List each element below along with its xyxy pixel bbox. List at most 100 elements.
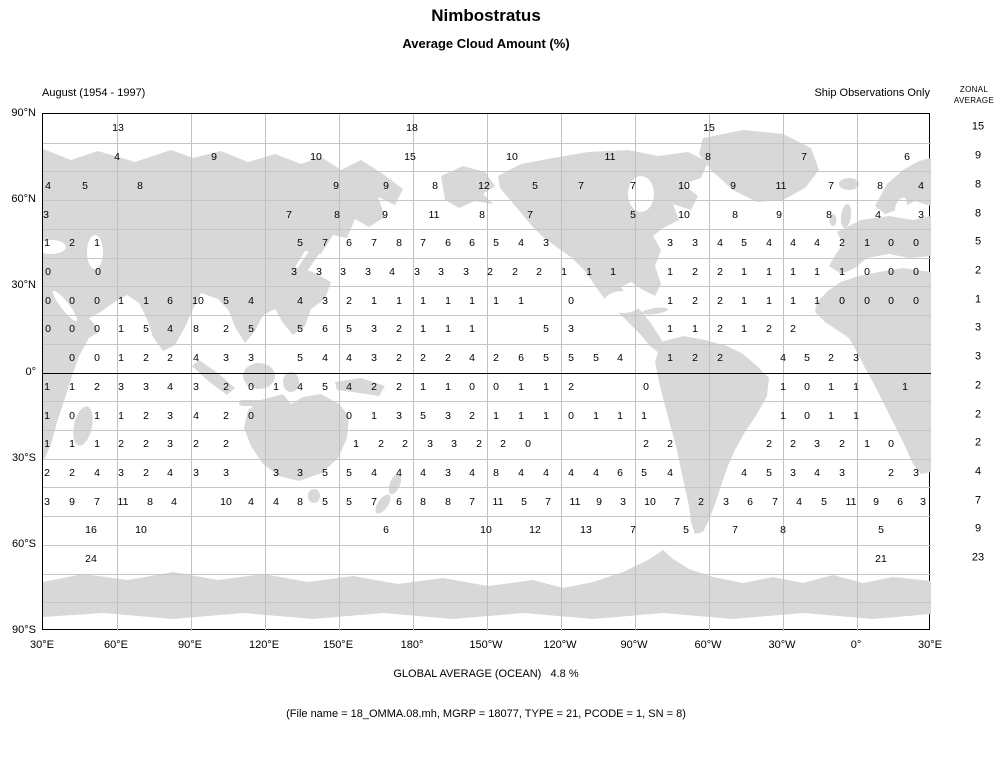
grid-value: 1 — [839, 265, 845, 278]
grid-value: 8 — [396, 236, 402, 249]
grid-value: 1 — [371, 294, 377, 307]
map-plot-area: 13 18 15 4 9 10 15 10 11 8 7 6 4 5 8 9 9 8 12 5 7 7 10 9 11 7 8 4 3 7… — [42, 113, 931, 631]
grid-value: 8 — [826, 208, 832, 221]
grid-value: 4 — [297, 380, 303, 393]
grid-value: 4 — [273, 495, 279, 508]
grid-value: 1 — [94, 236, 100, 249]
grid-value: 11 — [492, 495, 504, 508]
grid-value: 0 — [94, 351, 100, 364]
grid-value: 5 — [346, 322, 352, 335]
gridline-horizontal — [43, 315, 931, 317]
grid-value: 2 — [839, 437, 845, 450]
grid-value: 0 — [888, 236, 894, 249]
x-axis-tick-label: 60°W — [694, 639, 722, 651]
gridline-horizontal — [43, 602, 931, 604]
grid-value: 6 — [904, 150, 910, 163]
grid-value: 3 — [118, 466, 124, 479]
grid-value: 3 — [427, 437, 433, 450]
hudson-bay — [628, 176, 654, 212]
grid-value: 11 — [604, 150, 616, 163]
grid-value: 1 — [667, 322, 673, 335]
grid-value: 0 — [69, 351, 75, 364]
grid-value: 1 — [617, 409, 623, 422]
grid-value: 3 — [692, 236, 698, 249]
grid-value: 2 — [667, 437, 673, 450]
grid-value: 2 — [692, 351, 698, 364]
grid-value: 2 — [167, 351, 173, 364]
grid-value: 4 — [796, 495, 802, 508]
x-axis-tick-label: 150°E — [322, 639, 354, 651]
grid-value: 5 — [821, 495, 827, 508]
grid-value: 16 — [85, 523, 97, 536]
grid-value: 3 — [223, 351, 229, 364]
y-axis-tick-label: 30°S — [12, 451, 36, 464]
grid-value: 1 — [143, 294, 149, 307]
grid-value: 2 — [143, 437, 149, 450]
x-axis-tick-label: 30°E — [918, 639, 942, 651]
grid-value: 7 — [772, 495, 778, 508]
zonal-average-value: 4 — [974, 465, 982, 478]
zonal-average-value: 23 — [971, 551, 985, 564]
grid-value: 6 — [167, 294, 173, 307]
grid-value: 15 — [703, 121, 715, 134]
grid-value: 1 — [780, 380, 786, 393]
grid-value: 3 — [414, 265, 420, 278]
grid-value: 2 — [44, 466, 50, 479]
grid-value: 3 — [118, 380, 124, 393]
grid-value: 3 — [463, 265, 469, 278]
grid-value: 7 — [545, 495, 551, 508]
grid-value: 2 — [692, 294, 698, 307]
grid-value: 5 — [297, 236, 303, 249]
grid-value: 0 — [525, 437, 531, 450]
grid-value: 15 — [404, 150, 416, 163]
grid-value: 0 — [45, 294, 51, 307]
grid-value: 0 — [45, 265, 51, 278]
grid-value: 2 — [790, 322, 796, 335]
grid-value: 13 — [580, 523, 592, 536]
file-note: (File name = 18_OMMA.08.mh, MGRP = 18077… — [286, 708, 686, 720]
grid-value: 7 — [630, 523, 636, 536]
grid-value: 2 — [717, 294, 723, 307]
grid-value: 1 — [69, 437, 75, 450]
grid-value: 3 — [223, 466, 229, 479]
grid-value: 24 — [85, 552, 97, 565]
zonal-average-value: 2 — [974, 408, 982, 421]
grid-value: 2 — [766, 437, 772, 450]
grid-value: 1 — [518, 380, 524, 393]
gridline-horizontal — [43, 343, 931, 345]
grid-value: 9 — [211, 150, 217, 163]
island-borneo — [243, 363, 275, 389]
grid-value: 1 — [445, 380, 451, 393]
grid-value: 3 — [365, 265, 371, 278]
grid-value: 2 — [378, 437, 384, 450]
grid-value: 1 — [814, 265, 820, 278]
grid-value: 6 — [396, 495, 402, 508]
zonal-average-value: 3 — [974, 350, 982, 363]
grid-value: 1 — [902, 380, 908, 393]
island-tasmania — [308, 489, 320, 503]
y-axis-tick-label: 60°S — [12, 537, 36, 550]
grid-value: 1 — [593, 409, 599, 422]
grid-value: 1 — [94, 409, 100, 422]
grid-value: 3 — [814, 437, 820, 450]
observation-note: Ship Observations Only — [814, 87, 930, 99]
grid-value: 12 — [478, 179, 490, 192]
grid-value: 1 — [518, 409, 524, 422]
grid-value: 2 — [223, 380, 229, 393]
grid-value: 1 — [396, 294, 402, 307]
grid-value: 0 — [888, 265, 894, 278]
grid-value: 1 — [118, 322, 124, 335]
grid-value: 7 — [828, 179, 834, 192]
zonal-average-value: 3 — [974, 321, 982, 334]
grid-value: 4 — [875, 208, 881, 221]
grid-value: 4 — [346, 380, 352, 393]
grid-value: 1 — [371, 409, 377, 422]
grid-value: 0 — [94, 322, 100, 335]
grid-value: 2 — [698, 495, 704, 508]
grid-value: 3 — [568, 322, 574, 335]
grid-value: 3 — [44, 495, 50, 508]
grid-value: 8 — [193, 322, 199, 335]
grid-value: 3 — [143, 380, 149, 393]
gridline-horizontal — [43, 401, 931, 403]
